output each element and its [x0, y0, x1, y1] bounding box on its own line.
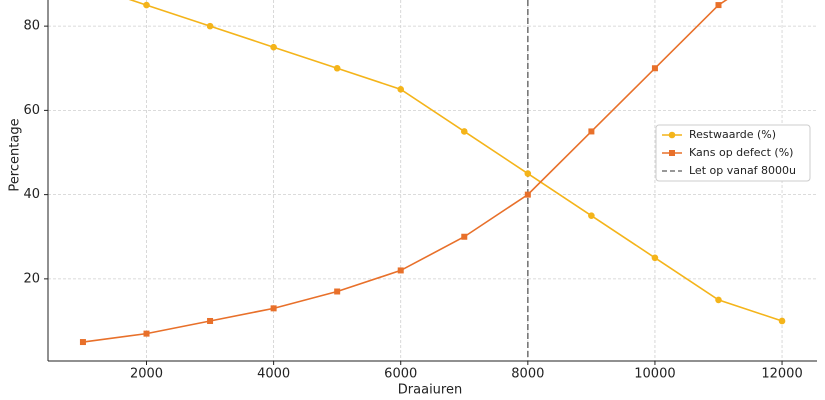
- marker: [397, 267, 404, 274]
- marker: [524, 170, 532, 177]
- marker: [461, 233, 468, 240]
- x-tick-label: 4000: [257, 367, 290, 382]
- marker: [143, 330, 150, 337]
- plot-area: [79, 0, 786, 361]
- marker: [270, 305, 277, 312]
- marker: [588, 128, 595, 135]
- y-tick-label: 80: [23, 19, 40, 34]
- marker: [460, 128, 468, 135]
- marker: [79, 339, 86, 346]
- x-tick-label: 2000: [130, 367, 163, 382]
- marker: [206, 22, 214, 30]
- y-tick-label: 20: [23, 271, 40, 286]
- legend-marker: [669, 150, 675, 156]
- marker: [651, 65, 658, 72]
- legend: Restwaarde (%) Kans op defect (%) Let op v…: [655, 124, 811, 182]
- legend-label: Kans op defect (%): [689, 146, 793, 159]
- legend-label: Restwaarde (%): [689, 128, 776, 141]
- marker: [270, 43, 277, 51]
- legend-box: [655, 124, 811, 182]
- marker: [334, 288, 341, 295]
- y-tick-label: 60: [23, 103, 40, 118]
- marker: [207, 317, 214, 324]
- x-axis-label: Draaiuren: [398, 383, 462, 398]
- marker: [651, 254, 659, 262]
- series-line: [128, 0, 783, 322]
- x-tick-label: 10000: [634, 367, 675, 382]
- x-tick-label: 12000: [761, 367, 802, 382]
- y-tick-label: 40: [23, 187, 40, 202]
- x-tick-label: 6000: [384, 367, 417, 382]
- x-tick-label: 8000: [511, 367, 544, 382]
- marker: [588, 212, 595, 219]
- y-axis-label: Percentage: [8, 118, 23, 191]
- marker: [778, 317, 786, 325]
- legend-marker: [668, 131, 676, 139]
- marker: [333, 64, 341, 72]
- series-line: [82, 0, 728, 343]
- legend-label: Let op vanaf 8000u: [689, 164, 796, 177]
- marker: [397, 86, 405, 93]
- marker: [715, 2, 722, 9]
- marker: [143, 1, 150, 9]
- marker: [715, 296, 722, 304]
- marker: [524, 191, 531, 198]
